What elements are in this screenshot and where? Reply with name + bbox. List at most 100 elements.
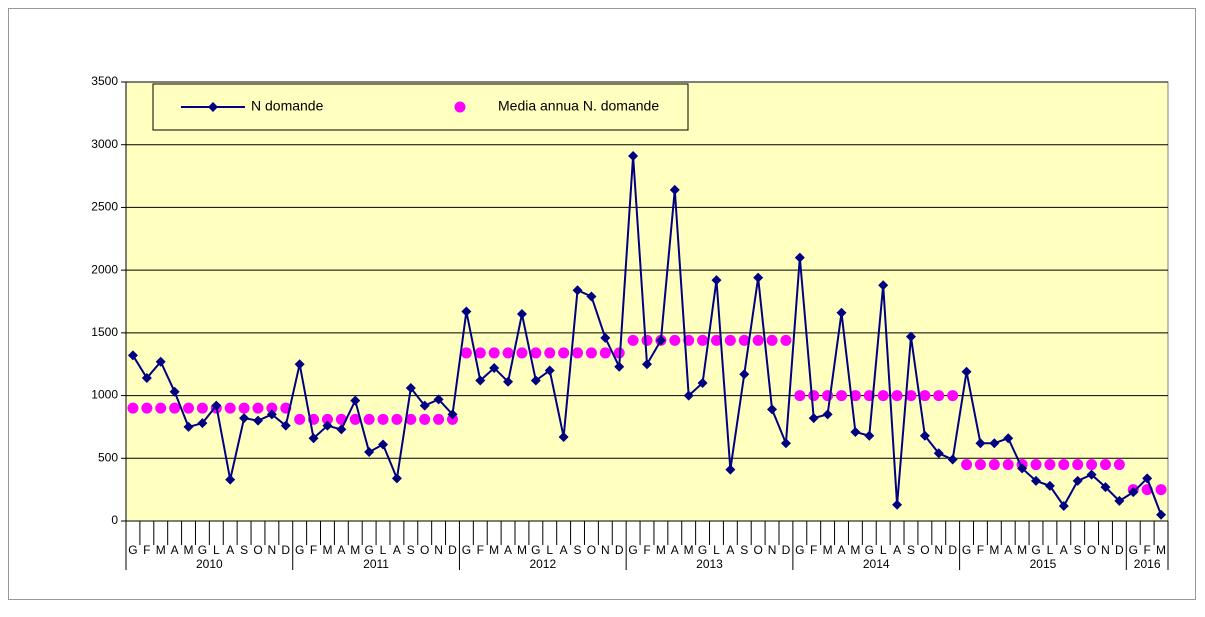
x-tick-label: O — [1087, 543, 1096, 557]
data-point — [974, 459, 986, 471]
x-tick-label: M — [156, 543, 166, 557]
y-tick-label: 1500 — [91, 325, 118, 339]
x-tick-label: F — [810, 543, 817, 557]
data-point — [627, 334, 639, 346]
data-point — [503, 376, 514, 387]
x-tick-label: M — [823, 543, 833, 557]
data-point — [808, 413, 819, 424]
data-point — [460, 347, 472, 359]
data-point — [461, 306, 472, 317]
data-point — [892, 499, 903, 510]
data-point — [724, 334, 736, 346]
data-point — [975, 438, 986, 449]
data-point — [739, 369, 750, 380]
legend-marker — [208, 102, 218, 112]
x-tick-label: L — [380, 543, 387, 557]
x-tick-label: M — [850, 543, 860, 557]
data-point — [1030, 459, 1042, 471]
x-tick-label: D — [448, 543, 457, 557]
x-tick-label: N — [601, 543, 610, 557]
data-point — [350, 395, 361, 406]
x-tick-label: M — [656, 543, 666, 557]
data-point — [1156, 509, 1167, 520]
data-point — [224, 402, 236, 414]
x-tick-label: S — [740, 543, 748, 557]
x-tick-label: O — [253, 543, 262, 557]
data-point — [878, 280, 889, 291]
data-point — [780, 334, 792, 346]
x-tick-label: S — [240, 543, 248, 557]
data-point — [127, 402, 139, 414]
data-point — [1002, 459, 1014, 471]
data-point — [1086, 459, 1098, 471]
data-point — [669, 184, 680, 195]
data-point — [183, 421, 194, 432]
data-point — [1155, 484, 1167, 496]
data-point — [378, 439, 389, 450]
data-point — [710, 334, 722, 346]
data-point — [1072, 459, 1084, 471]
data-point — [419, 400, 430, 411]
data-point — [322, 420, 333, 431]
data-point — [905, 390, 917, 402]
x-tick-label: S — [407, 543, 415, 557]
x-tick-label: M — [489, 543, 499, 557]
data-point — [336, 424, 347, 435]
data-point — [169, 402, 181, 414]
data-point — [849, 390, 861, 402]
data-point — [725, 464, 736, 475]
x-tick-label: O — [920, 543, 929, 557]
year-label: 2011 — [363, 557, 389, 571]
legend-label: Media annua N. domande — [498, 98, 659, 114]
year-label: 2013 — [696, 557, 723, 571]
data-point — [183, 402, 195, 414]
data-point — [558, 431, 569, 442]
y-tick-label: 2000 — [91, 262, 118, 276]
data-point — [447, 409, 458, 420]
data-point — [474, 347, 486, 359]
x-tick-label: L — [880, 543, 887, 557]
data-point — [642, 359, 652, 370]
x-tick-label: L — [546, 543, 553, 557]
x-tick-label: A — [560, 543, 568, 557]
x-tick-label: O — [753, 543, 762, 557]
x-tick-label: D — [948, 543, 957, 557]
data-point — [683, 390, 694, 401]
x-tick-label: G — [865, 543, 874, 557]
x-tick-label: O — [420, 543, 429, 557]
data-point — [321, 413, 333, 425]
x-tick-label: L — [1047, 543, 1054, 557]
data-point — [919, 390, 931, 402]
x-tick-label: N — [934, 543, 943, 557]
x-tick-label: S — [907, 543, 915, 557]
data-point — [600, 332, 611, 343]
data-point — [489, 362, 500, 373]
x-tick-label: G — [364, 543, 373, 557]
data-point — [947, 390, 959, 402]
data-point — [502, 347, 514, 359]
data-point — [1142, 473, 1153, 484]
x-tick-label: A — [1060, 543, 1068, 557]
data-point — [753, 272, 764, 283]
x-tick-label: N — [434, 543, 443, 557]
x-tick-label: M — [350, 543, 360, 557]
data-point — [850, 426, 861, 437]
data-point — [614, 361, 625, 372]
data-point — [280, 420, 291, 431]
data-point — [961, 459, 973, 471]
x-tick-label: L — [213, 543, 220, 557]
x-tick-label: G — [628, 543, 637, 557]
data-point — [585, 347, 597, 359]
x-tick-label: M — [1017, 543, 1027, 557]
x-tick-label: S — [574, 543, 582, 557]
data-point — [1099, 459, 1111, 471]
y-tick-label: 1000 — [91, 388, 118, 402]
data-point — [169, 386, 180, 397]
data-point — [446, 413, 458, 425]
x-tick-label: M — [517, 543, 527, 557]
x-tick-label: A — [504, 543, 512, 557]
data-point — [780, 438, 791, 449]
data-point — [1113, 459, 1125, 471]
data-point — [1003, 433, 1014, 444]
